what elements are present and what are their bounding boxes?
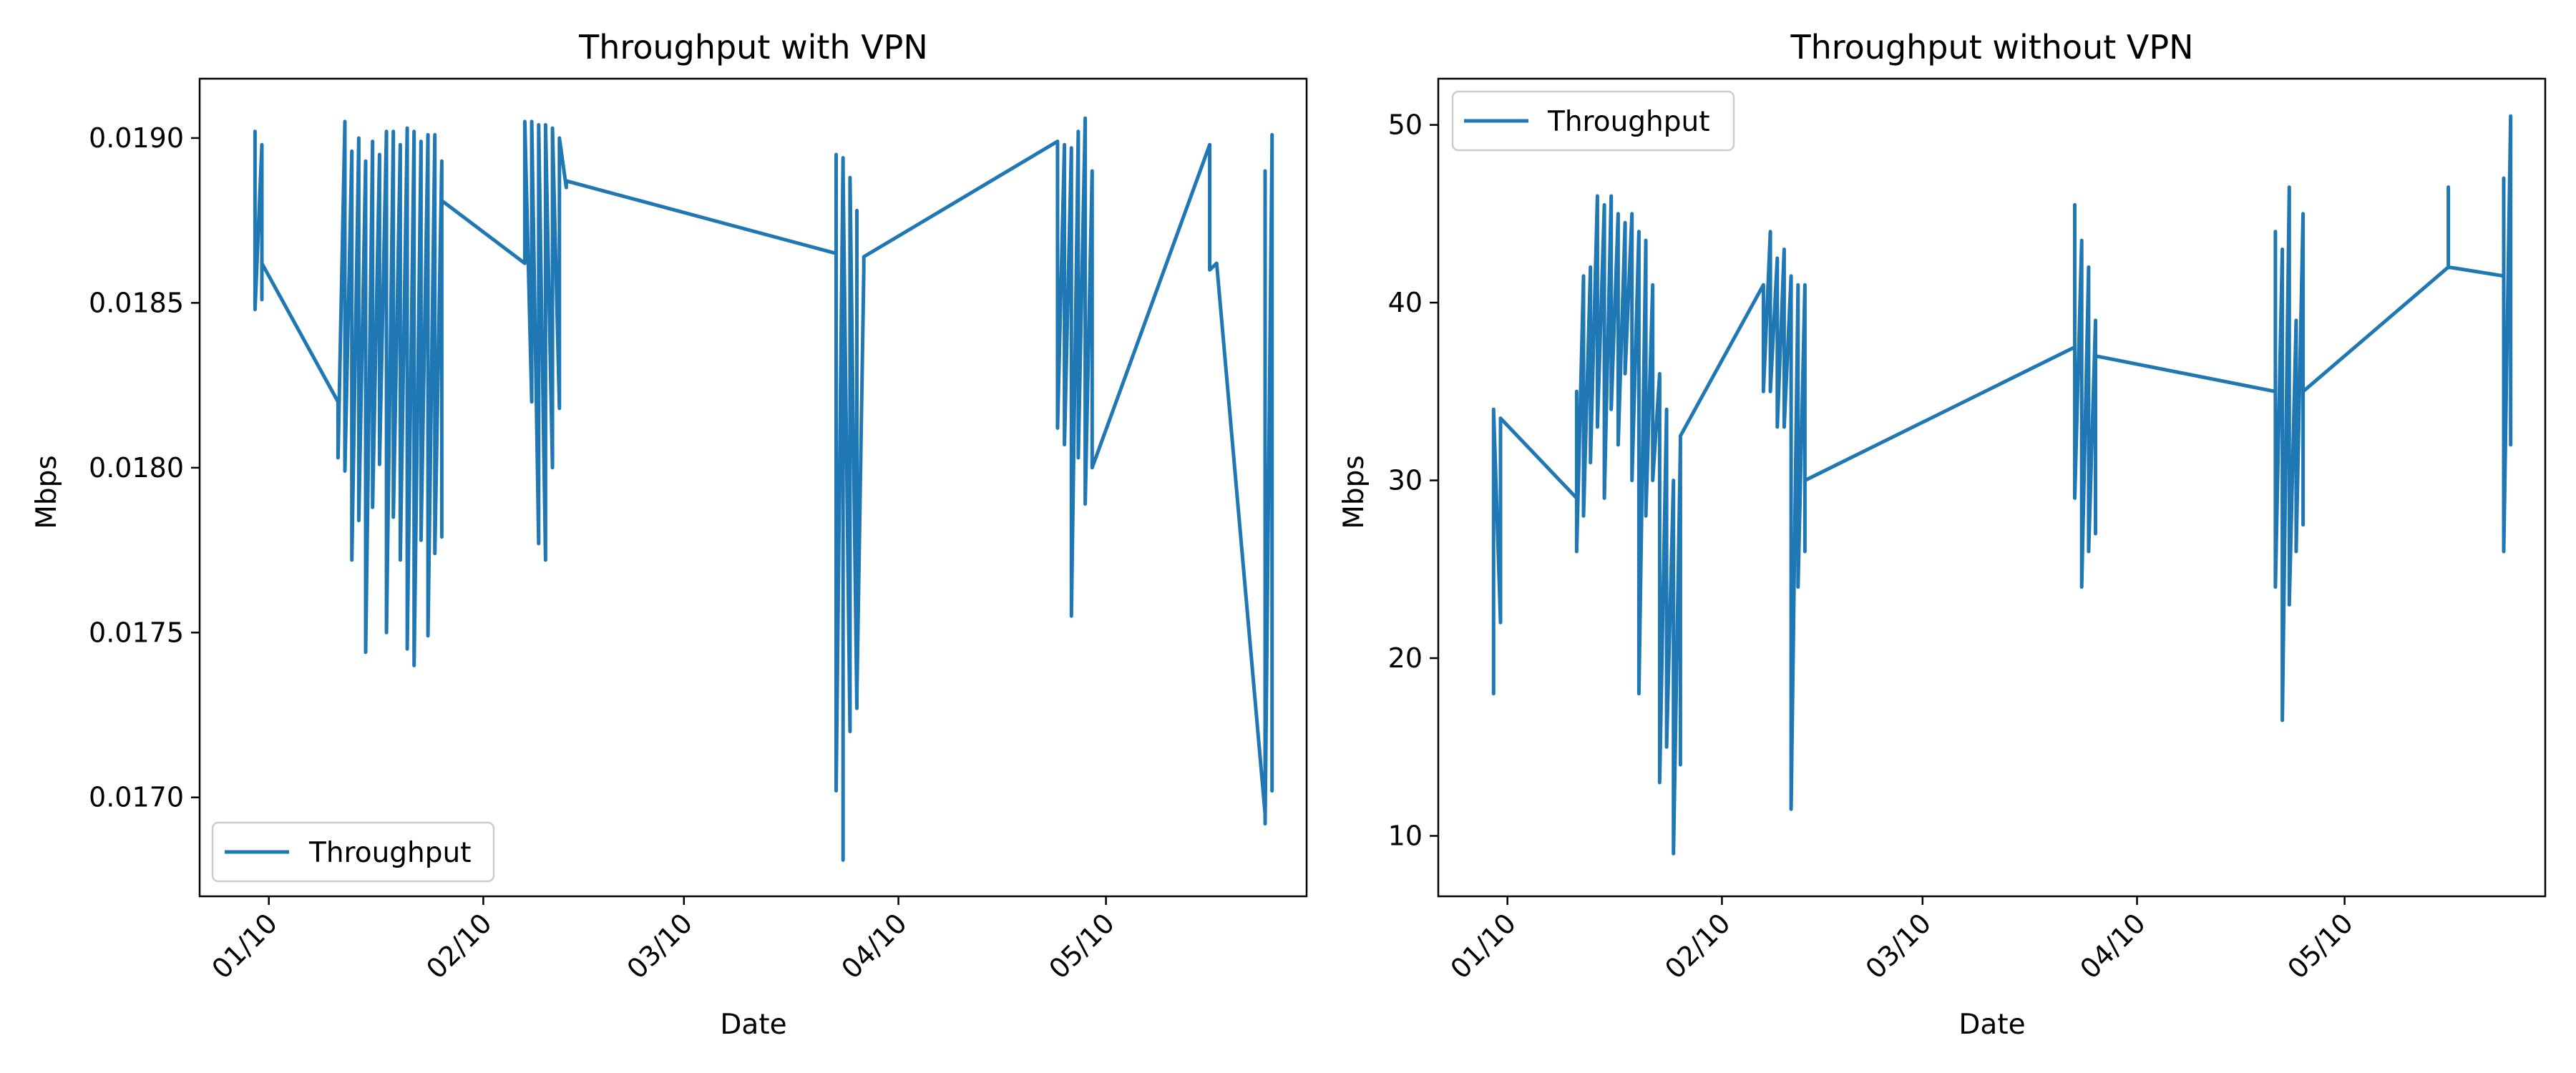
y-axis-label: Mbps [31, 455, 63, 529]
x-axis-label: Date [1958, 1009, 2025, 1041]
legend-label: Throughput [308, 837, 472, 869]
chart-title: Throughput without VPN [1790, 28, 2194, 67]
y-tick-label: 0.0175 [89, 617, 184, 648]
legend-box [211, 821, 495, 883]
chart-title: Throughput with VPN [578, 28, 928, 67]
y-tick-label: 0.0170 [89, 782, 184, 813]
x-axis-label: Date [720, 1009, 786, 1041]
series-line-0 [1491, 114, 2513, 856]
series-line-0 [253, 116, 1274, 862]
y-tick-label: 20 [1388, 642, 1423, 674]
y-tick-label: 0.0185 [89, 287, 184, 318]
y-tick-label: 30 [1388, 465, 1423, 496]
plot-frame [1437, 77, 2547, 898]
plot-frame [198, 77, 1308, 898]
plot-area [1491, 114, 2513, 856]
y-tick-label: 10 [1388, 820, 1423, 852]
y-tick-label: 0.0190 [89, 122, 184, 154]
legend: Throughput [211, 821, 495, 883]
y-axis-label: Mbps [1338, 455, 1370, 529]
y-tick-label: 0.0180 [89, 452, 184, 484]
legend: Throughput [1451, 90, 1735, 152]
y-tick-label: 40 [1388, 287, 1423, 318]
y-tick-label: 50 [1388, 109, 1423, 141]
legend-box [1451, 90, 1735, 152]
legend-label: Throughput [1547, 106, 1710, 138]
plot-area [253, 116, 1274, 862]
